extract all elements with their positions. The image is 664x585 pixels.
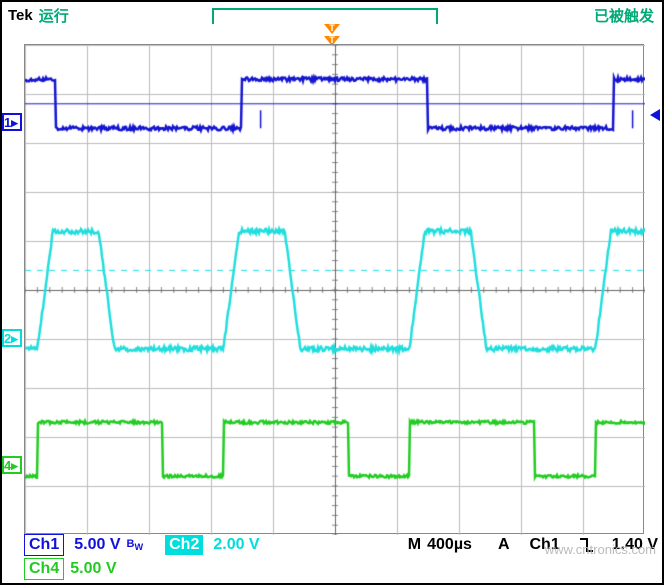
ch4-scale: 5.00 V: [70, 560, 116, 578]
readout-bar: Ch1 5.00 V BW Ch2 2.00 V M 400µs A Ch1 1…: [24, 533, 658, 581]
oscilloscope-screen: Tek 运行 已被触发 T T 1▸ 2▸ 4▸ Ch1 5.00 V BW C…: [0, 0, 664, 585]
timebase-value: 400µs: [427, 536, 472, 554]
ch1-zero-marker: 1▸: [2, 113, 22, 131]
ch2-scale: 2.00 V: [213, 536, 259, 554]
ch1-label: Ch1: [24, 534, 64, 556]
timebase-label: M: [408, 536, 421, 554]
trigger-position-icon: T T: [324, 24, 340, 46]
ch2-label: Ch2: [165, 535, 203, 555]
ch4-zero-marker: 4▸: [2, 456, 22, 474]
trigger-status: 已被触发: [594, 5, 654, 26]
ch2-zero-marker: 2▸: [2, 329, 22, 347]
waveform-grid: [24, 44, 644, 534]
waveform-canvas: [25, 45, 645, 535]
ch4-label: Ch4: [24, 558, 64, 580]
ch1-scale: 5.00 V: [74, 536, 120, 554]
acquisition-bracket: [212, 8, 438, 22]
watermark: www.cntronics.com: [545, 542, 656, 557]
trigger-level-icon: [650, 109, 660, 121]
run-status: 运行: [39, 5, 69, 26]
bandwidth-icon: BW: [127, 538, 144, 552]
brand-logo: Tek: [8, 7, 33, 24]
trigger-label: A: [498, 536, 510, 554]
